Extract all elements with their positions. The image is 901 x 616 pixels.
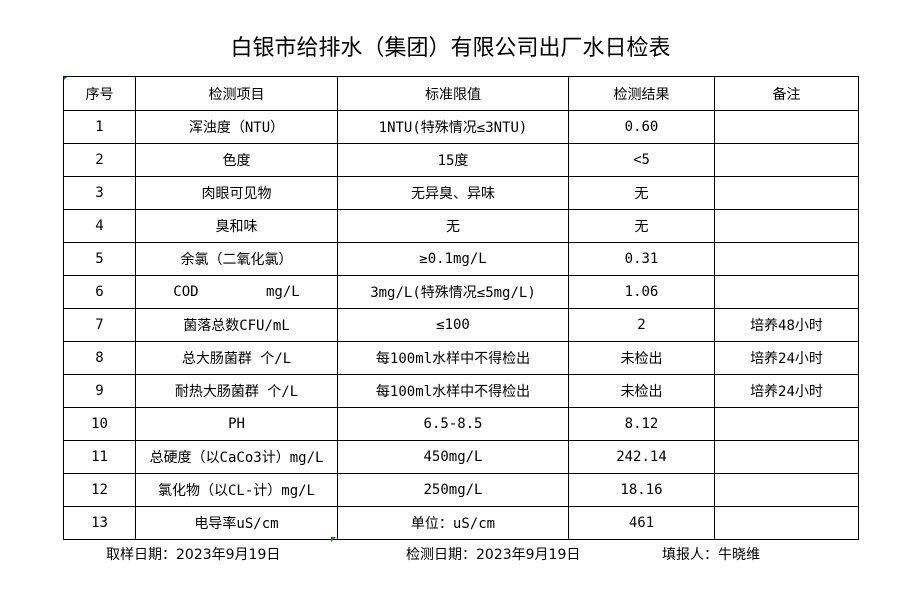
table-cell: PH — [135, 407, 338, 441]
table-row: 1 浑浊度（NTU） 1NTU(特殊情况≤3NTU) 0.60 — [63, 110, 859, 144]
table-cell: 2 — [568, 308, 715, 342]
table-cell: 8.12 — [568, 407, 715, 441]
table-cell: 无 — [337, 209, 569, 243]
table-cell: 培养48小时 — [714, 308, 859, 342]
table-row: 11 总硬度（以CaCo3计）mg/L 450mg/L 242.14 — [63, 440, 859, 474]
table-cell: 0.60 — [568, 110, 715, 144]
table-row: 8 总大肠菌群 个/L 每100ml水样中不得检出 未检出 培养24小时 — [63, 341, 859, 375]
table-cell — [714, 473, 859, 507]
table-cell: 18.16 — [568, 473, 715, 507]
table-cell: 未检出 — [568, 374, 715, 408]
table-cell: 3 — [63, 176, 136, 210]
table-cell: 5 — [63, 242, 136, 276]
table-row: 9 耐热大肠菌群 个/L 每100ml水样中不得检出 未检出 培养24小时 — [63, 374, 859, 408]
table-header-row: 序号 检测项目 标准限值 检测结果 备注 — [63, 76, 859, 111]
table-cell: 250mg/L — [337, 473, 569, 507]
table-row: 6 COD mg/L 3mg/L(特殊情况≤5mg/L) 1.06 — [63, 275, 859, 309]
table-cell: 15度 — [337, 143, 569, 177]
table-cell: 7 — [63, 308, 136, 342]
table-cell: COD mg/L — [135, 275, 338, 309]
test-date: 检测日期：2023年9月19日 — [406, 547, 581, 563]
table-row: 2 色度 15度 <5 — [63, 143, 859, 177]
table-cell: 臭和味 — [135, 209, 338, 243]
table-cell: <5 — [568, 143, 715, 177]
column-header: 标准限值 — [337, 76, 569, 111]
table-cell: 450mg/L — [337, 440, 569, 474]
table-cell: 6 — [63, 275, 136, 309]
table-cell — [714, 176, 859, 210]
table-cell: 1.06 — [568, 275, 715, 309]
table-cell: 色度 — [135, 143, 338, 177]
table-cell: 6.5-8.5 — [337, 407, 569, 441]
cell-marker — [331, 537, 336, 542]
table-cell: 242.14 — [568, 440, 715, 474]
table-cell: 余氯（二氧化氯） — [135, 242, 338, 276]
table-cell: 4 — [63, 209, 136, 243]
column-header: 备注 — [714, 76, 859, 111]
table-cell: 3mg/L(特殊情况≤5mg/L) — [337, 275, 569, 309]
table-cell: 461 — [568, 506, 715, 540]
table-cell: 2 — [63, 143, 136, 177]
table-row: 10 PH 6.5-8.5 8.12 — [63, 407, 859, 441]
table-cell — [714, 407, 859, 441]
table-cell: 单位：uS/cm — [337, 506, 569, 540]
table-cell: 菌落总数CFU/mL — [135, 308, 338, 342]
table-cell: 每100ml水样中不得检出 — [337, 341, 569, 375]
table-cell: 电导率uS/cm — [135, 506, 338, 540]
table-row: 13 电导率uS/cm 单位：uS/cm 461 — [63, 506, 859, 540]
table-cell: 耐热大肠菌群 个/L — [135, 374, 338, 408]
table-cell: 12 — [63, 473, 136, 507]
table-cell: 每100ml水样中不得检出 — [337, 374, 569, 408]
table-cell: 无异臭、异味 — [337, 176, 569, 210]
table-cell: 未检出 — [568, 341, 715, 375]
table-cell: 无 — [568, 176, 715, 210]
table-cell: 10 — [63, 407, 136, 441]
table-cell — [714, 209, 859, 243]
table-cell — [714, 110, 859, 144]
column-header: 检测项目 — [135, 76, 338, 111]
table-cell: 13 — [63, 506, 136, 540]
sampling-date: 取样日期：2023年9月19日 — [106, 547, 281, 563]
column-header: 检测结果 — [568, 76, 715, 111]
table-cell: 1NTU(特殊情况≤3NTU) — [337, 110, 569, 144]
table-row: 12 氯化物（以CL-计）mg/L 250mg/L 18.16 — [63, 473, 859, 507]
table-row: 3 肉眼可见物 无异臭、异味无 — [63, 176, 859, 210]
table-cell: 总硬度（以CaCo3计）mg/L — [135, 440, 338, 474]
table-cell: 培养24小时 — [714, 341, 859, 375]
table-row: 4 臭和味无无 — [63, 209, 859, 243]
table-cell: 肉眼可见物 — [135, 176, 338, 210]
table-cell: 培养24小时 — [714, 374, 859, 408]
table-cell: ≤100 — [337, 308, 569, 342]
reporter: 填报人：牛晓维 — [662, 547, 760, 563]
inspection-table: 序号 检测项目 标准限值 检测结果 备注 1 浑浊度（NTU） 1NTU(特殊情况≤3NTU)… — [63, 76, 859, 540]
page-title: 白银市给排水（集团）有限公司出厂水日检表 — [230, 36, 671, 61]
table-cell — [714, 242, 859, 276]
table-cell: 9 — [63, 374, 136, 408]
table-cell: 11 — [63, 440, 136, 474]
table-cell: 8 — [63, 341, 136, 375]
column-header: 序号 — [63, 76, 136, 111]
table-cell — [714, 506, 859, 540]
table-cell: 无 — [568, 209, 715, 243]
table-cell: 1 — [63, 110, 136, 144]
table-cell: 0.31 — [568, 242, 715, 276]
table-cell — [714, 440, 859, 474]
table-cell: 浑浊度（NTU） — [135, 110, 338, 144]
table-cell — [714, 143, 859, 177]
table-row: 7 菌落总数CFU/mL ≤100 2 培养48小时 — [63, 308, 859, 342]
table-cell: ≥0.1mg/L — [337, 242, 569, 276]
table-cell — [714, 275, 859, 309]
table-cell: 氯化物（以CL-计）mg/L — [135, 473, 338, 507]
table-row: 5 余氯（二氧化氯） ≥0.1mg/L 0.31 — [63, 242, 859, 276]
table-cell: 总大肠菌群 个/L — [135, 341, 338, 375]
